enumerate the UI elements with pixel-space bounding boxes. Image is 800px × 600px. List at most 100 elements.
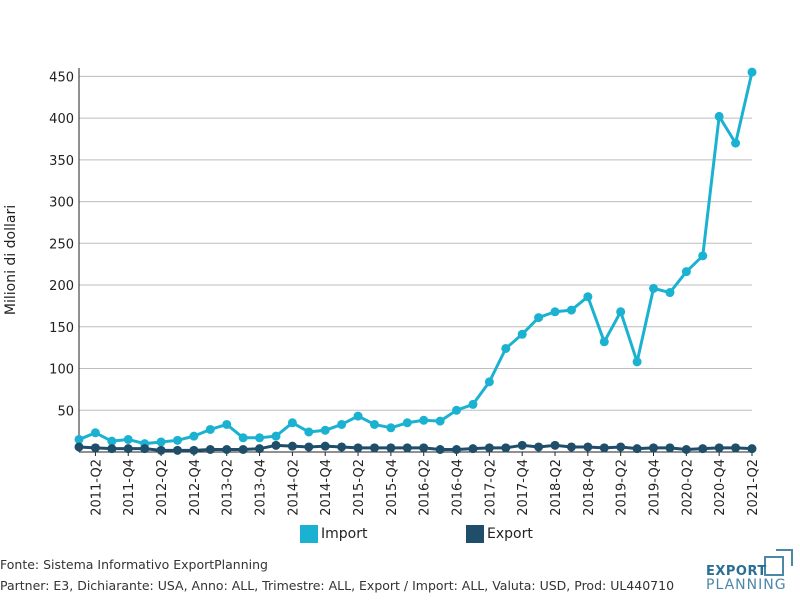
- data-point-export[interactable]: [468, 444, 478, 454]
- legend-label-export: Export: [487, 526, 533, 542]
- x-tick-label: 2021-Q2: [746, 459, 761, 516]
- data-point-import[interactable]: [435, 416, 445, 426]
- data-point-import[interactable]: [222, 419, 232, 429]
- data-point-export[interactable]: [222, 444, 232, 454]
- data-point-export[interactable]: [271, 440, 281, 450]
- data-point-export[interactable]: [501, 443, 511, 453]
- data-point-export[interactable]: [353, 443, 363, 453]
- x-tick-label: 2011-Q2: [89, 459, 104, 516]
- exportplanning-logo: EXPORT PLANNING: [706, 546, 798, 593]
- data-point-import[interactable]: [107, 436, 117, 446]
- data-point-export[interactable]: [698, 444, 708, 454]
- data-point-export[interactable]: [550, 440, 560, 450]
- data-point-export[interactable]: [517, 440, 527, 450]
- data-point-import[interactable]: [238, 433, 248, 443]
- data-point-import[interactable]: [320, 425, 330, 435]
- data-point-export[interactable]: [255, 444, 265, 454]
- data-point-export[interactable]: [435, 444, 445, 454]
- data-point-import[interactable]: [271, 431, 281, 441]
- data-point-export[interactable]: [205, 444, 215, 454]
- data-point-import[interactable]: [501, 343, 511, 353]
- data-point-export[interactable]: [107, 444, 117, 454]
- data-point-export[interactable]: [369, 443, 379, 453]
- data-point-export[interactable]: [534, 442, 544, 452]
- data-point-import[interactable]: [353, 411, 363, 421]
- data-point-export[interactable]: [632, 444, 642, 454]
- legend-swatch-export: [466, 525, 484, 543]
- data-point-import[interactable]: [665, 288, 675, 298]
- y-tick-labels: 50 100 150 200 250 300 350 400 450: [49, 70, 74, 419]
- data-point-import[interactable]: [90, 428, 100, 438]
- data-point-export[interactable]: [304, 442, 314, 452]
- series-import: [74, 67, 757, 449]
- data-point-import[interactable]: [468, 399, 478, 409]
- y-tick-label: 300: [49, 196, 74, 211]
- data-point-import[interactable]: [583, 292, 593, 302]
- data-point-import[interactable]: [714, 111, 724, 121]
- data-point-import[interactable]: [566, 305, 576, 315]
- data-point-export[interactable]: [731, 443, 741, 453]
- data-point-export[interactable]: [386, 443, 396, 453]
- data-point-export[interactable]: [747, 444, 757, 454]
- data-point-import[interactable]: [649, 283, 659, 293]
- legend-item-import[interactable]: Import: [300, 522, 367, 546]
- data-point-export[interactable]: [484, 443, 494, 453]
- data-point-export[interactable]: [649, 443, 659, 453]
- logo-mark-icon: [764, 549, 793, 576]
- data-point-import[interactable]: [599, 337, 609, 347]
- data-point-import[interactable]: [402, 418, 412, 428]
- data-point-export[interactable]: [452, 444, 462, 454]
- data-point-import[interactable]: [698, 251, 708, 261]
- y-tick-label: 100: [49, 363, 74, 378]
- x-tick-labels: 2011-Q2 2011-Q4 2012-Q2 2012-Q4 2013-Q2 2013-…: [89, 452, 761, 516]
- data-point-import[interactable]: [189, 431, 199, 441]
- data-point-export[interactable]: [337, 442, 347, 452]
- data-point-export[interactable]: [238, 444, 248, 454]
- data-point-import[interactable]: [632, 357, 642, 367]
- data-point-export[interactable]: [419, 443, 429, 453]
- legend-item-export[interactable]: Export: [466, 522, 533, 546]
- data-point-import[interactable]: [550, 307, 560, 317]
- data-point-export[interactable]: [402, 443, 412, 453]
- data-point-import[interactable]: [452, 405, 462, 415]
- data-point-import[interactable]: [747, 67, 757, 77]
- x-tick-label: 2017-Q2: [483, 459, 498, 516]
- data-point-import[interactable]: [616, 307, 626, 317]
- data-point-export[interactable]: [189, 445, 199, 455]
- data-point-import[interactable]: [534, 313, 544, 323]
- data-point-import[interactable]: [517, 329, 527, 339]
- data-point-import[interactable]: [123, 434, 133, 444]
- data-point-import[interactable]: [74, 434, 84, 444]
- data-point-export[interactable]: [665, 443, 675, 453]
- data-point-export[interactable]: [90, 443, 100, 453]
- data-point-import[interactable]: [419, 415, 429, 425]
- data-point-export[interactable]: [172, 445, 182, 455]
- data-point-export[interactable]: [583, 442, 593, 452]
- data-point-import[interactable]: [386, 423, 396, 433]
- data-point-export[interactable]: [599, 443, 609, 453]
- axes: [78, 68, 752, 453]
- data-point-import[interactable]: [304, 427, 314, 437]
- data-point-export[interactable]: [123, 444, 133, 454]
- data-point-export[interactable]: [74, 442, 84, 452]
- data-point-import[interactable]: [287, 418, 297, 428]
- data-point-export[interactable]: [714, 443, 724, 453]
- data-point-import[interactable]: [156, 437, 166, 447]
- data-point-export[interactable]: [287, 441, 297, 451]
- data-point-import[interactable]: [205, 424, 215, 434]
- x-tick-label: 2018-Q4: [582, 459, 597, 516]
- data-point-import[interactable]: [681, 267, 691, 277]
- data-point-import[interactable]: [337, 419, 347, 429]
- data-point-import[interactable]: [731, 138, 741, 148]
- data-point-import[interactable]: [369, 419, 379, 429]
- data-point-import[interactable]: [172, 435, 182, 445]
- data-point-export[interactable]: [681, 444, 691, 454]
- data-point-export[interactable]: [140, 444, 150, 454]
- data-point-import[interactable]: [484, 377, 494, 387]
- data-point-export[interactable]: [616, 442, 626, 452]
- data-point-export[interactable]: [320, 441, 330, 451]
- data-point-export[interactable]: [566, 442, 576, 452]
- data-point-import[interactable]: [255, 433, 265, 443]
- data-point-export[interactable]: [156, 445, 166, 455]
